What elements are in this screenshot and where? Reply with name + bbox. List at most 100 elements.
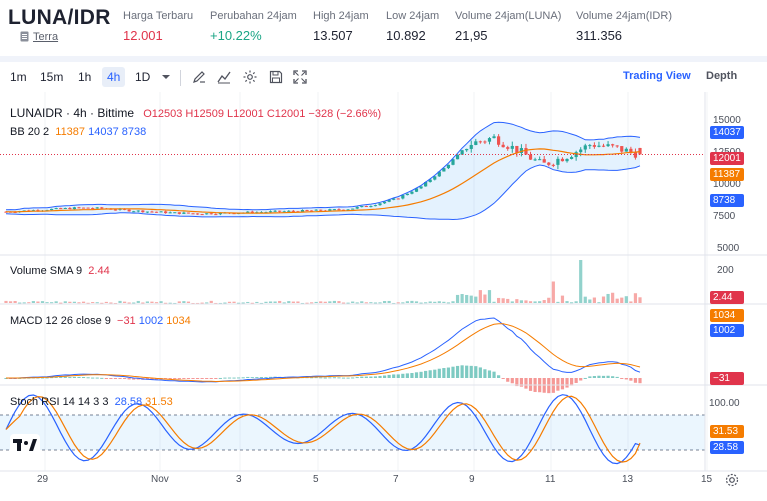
tab-4h[interactable]: 4h bbox=[102, 67, 126, 87]
macd-hist-bar bbox=[442, 368, 446, 378]
candle bbox=[510, 141, 514, 153]
volume-bar bbox=[259, 302, 264, 304]
volume-bar bbox=[141, 302, 145, 304]
macd-hist-bar bbox=[401, 373, 405, 378]
volume-bar bbox=[81, 301, 86, 303]
volume-bar bbox=[250, 302, 254, 304]
macd-line-value: 1002 bbox=[138, 315, 164, 327]
volume-label: Volume SMA 9 bbox=[10, 265, 83, 277]
macd-hist-bar bbox=[50, 377, 54, 379]
candle-body bbox=[145, 211, 149, 213]
volume-bar bbox=[524, 300, 528, 303]
macd-hist-bar bbox=[519, 378, 524, 387]
volume-bar bbox=[401, 302, 405, 304]
macd-hist-badge: −31 bbox=[710, 372, 744, 385]
volume-bar bbox=[478, 290, 482, 303]
candle bbox=[405, 193, 409, 196]
macd-hist-bar bbox=[629, 378, 633, 381]
stoch-legend: Stoch RSI 14 14 3 3 28.58 31.53 bbox=[10, 396, 173, 408]
volume-bar bbox=[118, 300, 122, 303]
macd-hist-bar bbox=[483, 369, 487, 378]
macd-hist-bar bbox=[588, 376, 592, 378]
volume-bar bbox=[560, 295, 565, 303]
macd-hist-bar bbox=[118, 378, 122, 379]
candle bbox=[195, 213, 200, 215]
candle-body bbox=[455, 154, 460, 160]
price-badge-last: 12001 bbox=[710, 152, 744, 165]
candle-body bbox=[592, 145, 596, 147]
trading-view-button[interactable]: Trading View bbox=[623, 70, 691, 82]
candle bbox=[360, 205, 364, 208]
gear-icon[interactable] bbox=[242, 69, 258, 85]
candle bbox=[569, 155, 574, 160]
change-value: −328 (−2.66%) bbox=[308, 108, 382, 120]
volume-bar bbox=[487, 290, 492, 303]
save-icon[interactable] bbox=[268, 69, 284, 85]
candle-body bbox=[319, 209, 323, 211]
depth-button[interactable]: Depth bbox=[706, 70, 738, 82]
fullscreen-icon[interactable] bbox=[292, 69, 308, 85]
tab-15m[interactable]: 15m bbox=[40, 70, 64, 84]
macd-hist-bar bbox=[446, 367, 451, 378]
candle-body bbox=[401, 195, 405, 199]
volume-bar bbox=[36, 301, 40, 303]
chevron-down-icon[interactable] bbox=[158, 69, 174, 85]
macd-hist-bar bbox=[86, 377, 90, 379]
price-tick: 15000 bbox=[713, 115, 741, 126]
candle-body bbox=[528, 154, 533, 160]
macd-hist-bar bbox=[95, 377, 99, 379]
candle-body bbox=[282, 211, 286, 213]
candle bbox=[588, 143, 592, 149]
volume-bar bbox=[195, 302, 200, 304]
volume-bar bbox=[227, 301, 232, 303]
macd-hist-bar bbox=[569, 378, 574, 386]
candle-body bbox=[556, 158, 560, 165]
volume-bar bbox=[127, 302, 131, 304]
coin-link[interactable]: Terra bbox=[33, 31, 59, 43]
indicator-icon[interactable] bbox=[216, 69, 232, 85]
price-chart[interactable] bbox=[0, 92, 767, 501]
candle bbox=[433, 175, 437, 181]
volume-bar bbox=[13, 300, 17, 303]
candle bbox=[369, 205, 373, 208]
tab-1d[interactable]: 1D bbox=[135, 70, 151, 84]
tab-1h[interactable]: 1h bbox=[78, 70, 92, 84]
close-label: C bbox=[266, 108, 275, 120]
volume-bar bbox=[291, 301, 295, 303]
chart-settings-icon[interactable] bbox=[724, 472, 740, 488]
volume-bar bbox=[373, 302, 378, 304]
volume-bar bbox=[451, 301, 455, 303]
macd-hist-bar bbox=[237, 377, 241, 379]
tab-1m[interactable]: 1m bbox=[10, 70, 27, 84]
candle bbox=[168, 211, 172, 214]
macd-hist-bar bbox=[428, 370, 432, 378]
candle-body bbox=[86, 207, 90, 209]
volume-bar bbox=[442, 301, 446, 303]
candle bbox=[314, 209, 318, 211]
candle bbox=[310, 210, 314, 212]
macd-hist-bar bbox=[40, 377, 45, 379]
volume-bar bbox=[241, 302, 245, 304]
x-label: 29 bbox=[37, 474, 49, 485]
volume-bar bbox=[191, 302, 195, 304]
volume-bar bbox=[341, 302, 346, 304]
candle bbox=[364, 205, 368, 208]
candle-body bbox=[487, 138, 492, 142]
candle-body bbox=[538, 159, 542, 161]
tradingview-logo-icon[interactable] bbox=[10, 434, 40, 456]
macd-hist-bar bbox=[186, 378, 191, 379]
low-label: L bbox=[227, 108, 234, 120]
candle bbox=[95, 207, 99, 209]
macd-hist-bar bbox=[191, 378, 195, 379]
candle bbox=[54, 207, 58, 210]
x-label: 3 bbox=[236, 474, 242, 485]
draw-icon[interactable] bbox=[191, 69, 207, 85]
volume-bar bbox=[506, 298, 510, 303]
chart-grid bbox=[0, 92, 708, 471]
candle bbox=[332, 208, 336, 211]
macd-hist-bar bbox=[556, 378, 560, 391]
candle bbox=[91, 207, 95, 210]
candle-body bbox=[95, 207, 99, 209]
candle-body bbox=[150, 211, 154, 213]
volume-bar bbox=[255, 301, 259, 303]
